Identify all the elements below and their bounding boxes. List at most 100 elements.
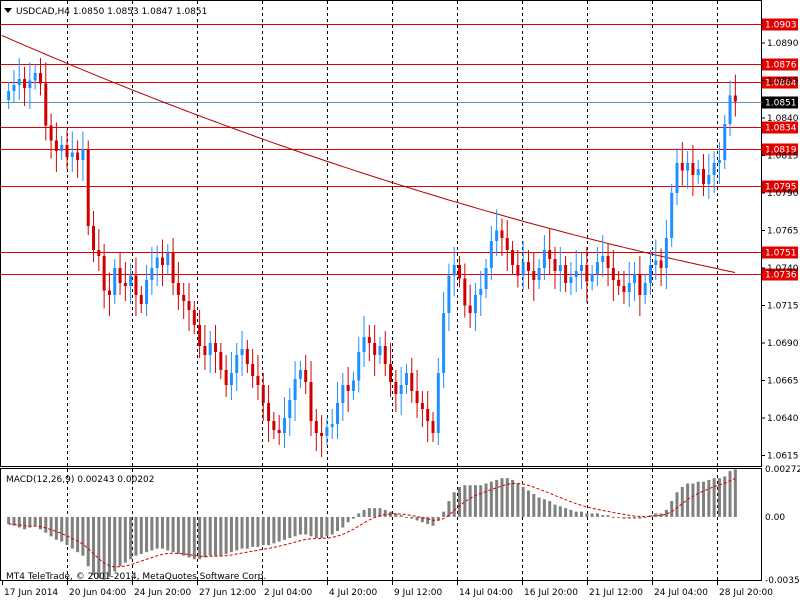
dropdown-arrow-icon[interactable] [4,8,12,13]
candle [659,248,663,286]
current-price-label: 1.0851 [765,99,797,109]
macd-bar [208,516,212,556]
macd-bar [436,516,440,521]
candle-body [44,83,48,126]
candle-body [245,349,249,364]
macd-bar [102,516,106,581]
candle [495,209,499,256]
candle [282,397,286,448]
candle-body [569,277,573,283]
macd-bar [235,516,239,551]
candle [553,247,557,289]
candle [171,238,175,295]
candle [192,301,196,334]
candle [622,271,626,304]
macd-bar [70,516,74,549]
candle [7,82,11,109]
candle [691,145,695,196]
candle [12,70,16,103]
candle-body [659,260,663,268]
candle-body [102,256,106,291]
candle [139,286,143,313]
candle-body [702,169,706,184]
candle-body [38,73,42,84]
candle [458,256,462,288]
macd-bar [134,516,138,556]
level-label: 1.0876 [765,61,797,71]
candle-body [49,125,53,141]
macd-bar [378,508,382,517]
macd-bar [399,515,403,517]
candle-body [139,295,143,304]
candle [155,245,159,286]
macd-bar [251,516,255,547]
candle-body [442,313,446,373]
candle [320,415,324,457]
candle-body [532,271,536,280]
date-label: 21 Jul 12:00 [589,588,643,598]
macd-indicator [7,469,737,581]
macd-bar [118,516,122,567]
price-tick-label: 1.0865 [767,77,799,87]
candle [298,361,302,388]
macd-bar [617,516,621,518]
candle-body [309,382,313,421]
candle [277,415,281,445]
price-axis: 1.09031.08761.08641.08341.08191.07951.07… [762,18,800,586]
candle [251,349,255,388]
macd-bar [633,516,637,519]
candle [595,247,599,286]
candle [580,253,584,289]
macd-bar [728,471,732,517]
macd-bar [553,504,557,517]
candle [54,122,58,172]
macd-bar [452,492,456,517]
candle-body [341,385,345,403]
candle [219,343,223,379]
candle-body [622,286,626,292]
candle [373,325,377,376]
time-axis: 17 Jun 2014 20 Jun 04:00 24 Jun 20:00 27 Ju… [2,581,773,598]
date-label: 9 Jul 12:00 [394,588,443,598]
date-label: 28 Jul 20:00 [719,588,773,598]
macd-bar [590,513,594,517]
macd-bar [585,513,589,517]
candle-body [696,169,700,175]
candle-body [585,265,589,282]
candle [558,247,562,292]
date-label: 14 Jul 04:00 [459,588,513,598]
level-tag [762,180,798,193]
macd-bar [574,511,578,517]
candle-body [611,268,615,280]
candle [187,283,191,331]
candle [643,274,647,304]
candle-body [733,95,737,102]
candle [404,364,408,394]
candle-body [452,265,456,276]
macd-bar [654,513,658,517]
candle [214,325,218,373]
candle [611,250,615,301]
macd-bar [314,516,318,539]
macd-bar [489,481,493,517]
macd-bar [7,516,11,524]
macd-bar [410,516,414,519]
candle [17,58,21,100]
candle [351,371,355,400]
candle-body [436,373,440,433]
candle [357,337,361,393]
candle [293,361,297,421]
date-label: 20 Jun 04:00 [69,588,126,598]
candle [500,218,504,256]
copyright-text: MT4 TeleTrade, © 2001-2014, MetaQuotes S… [6,572,266,582]
macd-bar [495,479,499,517]
candle-body [537,268,541,280]
candle-body [86,149,90,226]
candle-body [447,275,451,313]
candle-body [192,310,196,325]
macd-bar [680,486,684,517]
candle [648,250,652,295]
candle [367,325,371,361]
candle [394,370,398,412]
